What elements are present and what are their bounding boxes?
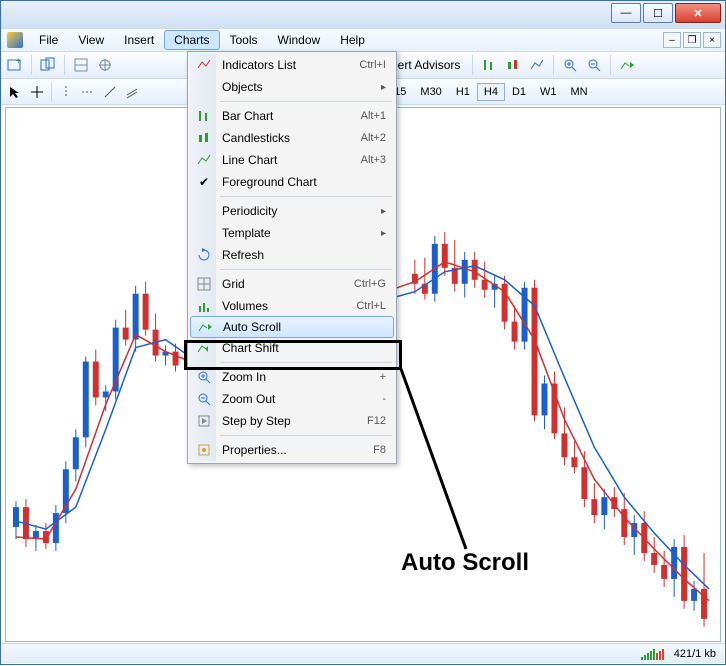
volumes-icon (195, 297, 213, 315)
tf-w1[interactable]: W1 (533, 83, 564, 101)
menu-template[interactable]: Template (190, 222, 394, 244)
timeframe-bar: M15 M30 H1 H4 D1 W1 MN (378, 83, 595, 101)
market-watch-icon[interactable] (71, 55, 91, 75)
maximize-button[interactable]: ☐ (643, 3, 673, 23)
refresh-icon (195, 246, 213, 264)
auto-scroll-icon (196, 318, 214, 336)
cursor-icon[interactable] (5, 82, 25, 102)
tf-m30[interactable]: M30 (413, 83, 448, 101)
charts-dropdown: Indicators List Ctrl+I Objects Bar Chart… (187, 51, 397, 464)
candle-menu-icon (195, 129, 213, 147)
menu-properties[interactable]: Properties... F8 (190, 439, 394, 461)
mdi-minimize[interactable]: – (663, 32, 681, 48)
candle-chart-icon[interactable] (503, 55, 523, 75)
tf-mn[interactable]: MN (564, 83, 595, 101)
menu-window[interactable]: Window (268, 30, 331, 50)
menu-foreground-chart[interactable]: ✔ Foreground Chart (190, 171, 394, 193)
mdi-controls: – ❐ × (663, 32, 721, 48)
zoom-in-menu-icon (195, 368, 213, 386)
grid-icon (195, 275, 213, 293)
properties-icon (195, 441, 213, 459)
menu-step-by-step[interactable]: Step by Step F12 (190, 410, 394, 432)
menu-volumes[interactable]: Volumes Ctrl+L (190, 295, 394, 317)
close-button[interactable]: ✕ (675, 3, 721, 23)
menu-tools[interactable]: Tools (220, 30, 268, 50)
vline-icon[interactable] (56, 82, 76, 102)
trendline-icon[interactable] (100, 82, 120, 102)
menu-refresh[interactable]: Refresh (190, 244, 394, 266)
annotation-label: Auto Scroll (401, 549, 529, 577)
connection-icon (641, 648, 664, 660)
zoom-in-icon[interactable] (560, 55, 580, 75)
menu-charts[interactable]: Charts (164, 30, 219, 50)
connection-status: 421/1 kb (674, 648, 716, 660)
menu-file[interactable]: File (29, 30, 68, 50)
menu-chart-shift[interactable]: Chart Shift (190, 337, 394, 359)
menu-view[interactable]: View (68, 30, 114, 50)
mdi-restore[interactable]: ❐ (683, 32, 701, 48)
check-icon: ✔ (195, 173, 213, 191)
chart-shift-icon (195, 339, 213, 357)
line-chart-icon[interactable] (527, 55, 547, 75)
navigator-icon[interactable] (95, 55, 115, 75)
menu-bar-chart[interactable]: Bar Chart Alt+1 (190, 105, 394, 127)
tf-h1[interactable]: H1 (449, 83, 477, 101)
zoom-out-icon[interactable] (584, 55, 604, 75)
status-bar: 421/1 kb (2, 643, 724, 663)
tf-d1[interactable]: D1 (505, 83, 533, 101)
menubar: File View Insert Charts Tools Window Hel… (1, 29, 725, 51)
app-window: — ☐ ✕ File View Insert Charts Tools Wind… (0, 0, 726, 665)
menu-zoom-in[interactable]: Zoom In + (190, 366, 394, 388)
indicators-icon (195, 56, 213, 74)
titlebar: — ☐ ✕ (1, 1, 725, 29)
bar-chart-icon[interactable] (479, 55, 499, 75)
new-chart-icon[interactable]: + (5, 55, 25, 75)
menu-help[interactable]: Help (330, 30, 375, 50)
zoom-out-menu-icon (195, 390, 213, 408)
svg-text:+: + (16, 57, 21, 66)
bar-chart-menu-icon (195, 107, 213, 125)
menu-indicators-list[interactable]: Indicators List Ctrl+I (190, 54, 394, 76)
channel-icon[interactable] (122, 82, 142, 102)
menu-periodicity[interactable]: Periodicity (190, 200, 394, 222)
hline-icon[interactable] (78, 82, 98, 102)
menu-objects[interactable]: Objects (190, 76, 394, 98)
profiles-icon[interactable] (38, 55, 58, 75)
line-menu-icon (195, 151, 213, 169)
menu-candlesticks[interactable]: Candlesticks Alt+2 (190, 127, 394, 149)
step-icon (195, 412, 213, 430)
auto-scroll-toolbar-icon[interactable] (617, 55, 637, 75)
menu-line-chart[interactable]: Line Chart Alt+3 (190, 149, 394, 171)
menu-auto-scroll[interactable]: Auto Scroll (190, 316, 394, 338)
menu-grid[interactable]: Grid Ctrl+G (190, 273, 394, 295)
minimize-button[interactable]: — (611, 3, 641, 23)
tf-h4[interactable]: H4 (477, 83, 505, 101)
crosshair-icon[interactable] (27, 82, 47, 102)
menu-insert[interactable]: Insert (114, 30, 164, 50)
menu-zoom-out[interactable]: Zoom Out - (190, 388, 394, 410)
mdi-close[interactable]: × (703, 32, 721, 48)
app-icon (7, 32, 23, 48)
